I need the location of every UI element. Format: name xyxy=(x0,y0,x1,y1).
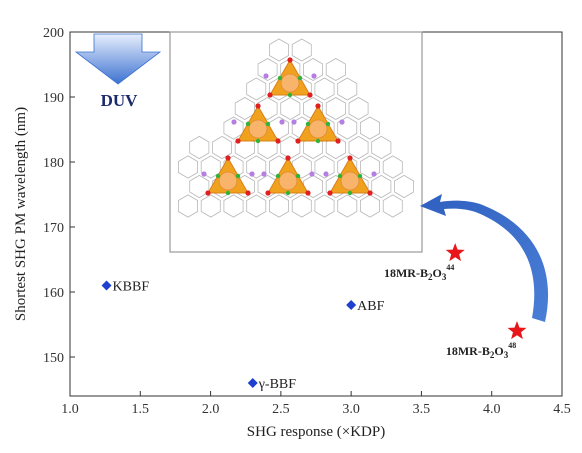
y-tick-label: 190 xyxy=(43,91,64,106)
y-tick-label: 160 xyxy=(43,286,64,301)
star-label-part: 18MR-B xyxy=(446,344,490,358)
y-axis-title: Shortest SHG PM wavelength (nm) xyxy=(13,107,29,321)
star-label-part: 48 xyxy=(508,341,516,350)
y-tick-label: 150 xyxy=(43,351,64,366)
data-point-diamond xyxy=(247,378,258,388)
x-axis-title: SHG response (×KDP) xyxy=(247,424,385,440)
star-label-part: 2 xyxy=(490,350,495,360)
crystal-structure-inset xyxy=(169,31,423,253)
y-tick-label: 200 xyxy=(43,26,64,41)
x-tick-label: 3.0 xyxy=(342,402,360,417)
duv-label: DUV xyxy=(101,91,139,110)
duv-arrow-icon xyxy=(74,33,162,85)
data-point-star xyxy=(445,243,465,262)
data-point-star xyxy=(507,321,527,340)
axis-ticks: 1.0 1.5 2.0 2.5 3.0 3.5 4.0 4.5 150 160 170 180 190 2… xyxy=(43,26,571,417)
star-label-part: O xyxy=(432,266,441,280)
star-point-label: 18MR-B2O344 xyxy=(384,263,454,282)
x-tick-label: 2.5 xyxy=(272,402,290,417)
x-tick-label: 4.5 xyxy=(553,402,571,417)
y-tick-label: 170 xyxy=(43,221,64,236)
star-label-part: 3 xyxy=(442,272,447,282)
curved-arrow-icon xyxy=(420,194,549,322)
x-tick-label: 4.0 xyxy=(483,402,501,417)
star-point-label: 18MR-B2O348 xyxy=(446,341,516,360)
star-label-part: 2 xyxy=(428,272,433,282)
point-label: γ-BBF xyxy=(258,377,297,392)
y-tick-label: 180 xyxy=(43,156,64,171)
star-label-part: 3 xyxy=(504,350,509,360)
star-label-part: O xyxy=(494,344,503,358)
x-tick-label: 3.5 xyxy=(413,402,431,417)
point-label: ABF xyxy=(357,299,384,314)
star-label-part: 18MR-B xyxy=(384,266,428,280)
star-label-part: 44 xyxy=(446,263,454,272)
data-point-diamond xyxy=(101,280,112,291)
point-label: KBBF xyxy=(113,280,150,295)
data-point-diamond xyxy=(346,300,357,310)
x-tick-label: 1.5 xyxy=(132,402,150,417)
x-tick-label: 1.0 xyxy=(61,402,79,417)
x-tick-label: 2.0 xyxy=(202,402,220,417)
